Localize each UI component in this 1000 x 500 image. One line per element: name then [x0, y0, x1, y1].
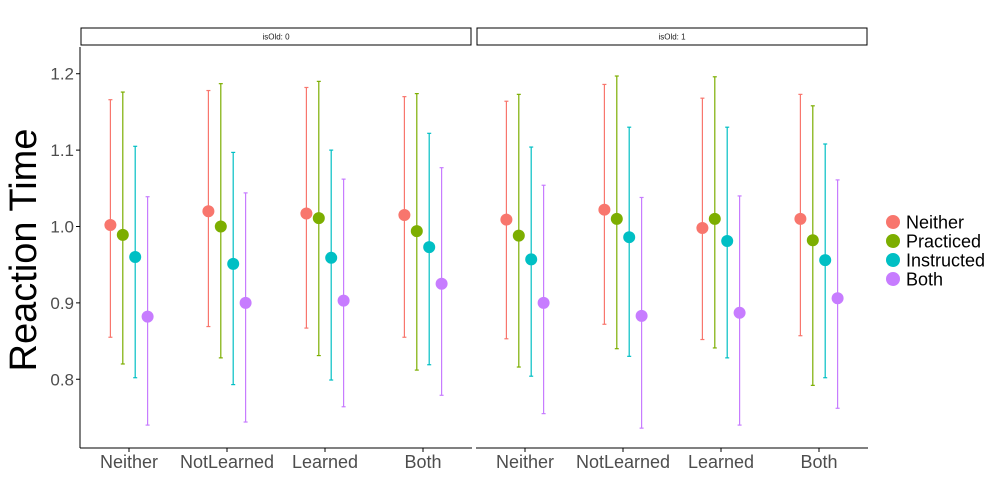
data-point	[721, 235, 734, 248]
y-axis: 0.8 0.9 1.0 1.1 1.2	[50, 47, 81, 448]
facet-strip-label: isOld: 0	[262, 33, 290, 42]
data-point	[116, 228, 129, 241]
data-point	[598, 203, 611, 216]
data-point	[337, 294, 350, 307]
error-bar	[700, 97, 705, 341]
x-tick-label: Neither	[496, 452, 554, 472]
data-point	[525, 253, 538, 266]
error-bar	[712, 76, 717, 349]
error-bar	[329, 149, 334, 381]
y-tick-label: 1.1	[50, 141, 74, 160]
data-point	[435, 277, 448, 290]
data-point	[398, 209, 411, 222]
legend-label: Practiced	[906, 232, 981, 252]
y-axis-title: Reaction Time	[3, 129, 45, 372]
x-tick-label: NotLearned	[180, 452, 274, 472]
data-point	[794, 212, 807, 225]
y-tick-label: 0.8	[50, 370, 74, 389]
legend-item: Practiced	[886, 232, 981, 252]
data-point	[500, 213, 513, 226]
data-point	[202, 205, 215, 218]
data-point	[733, 306, 746, 319]
facet-strip-label: isOld: 1	[658, 33, 686, 42]
legend-item: Both	[886, 270, 943, 290]
y-tick-label: 1.2	[50, 65, 74, 84]
data-point	[623, 231, 636, 244]
x-tick-label: Learned	[292, 452, 358, 472]
data-point	[831, 292, 844, 305]
facet-panel: isOld: 0 Neither NotLearned Learned Both	[80, 27, 472, 472]
legend-label: Neither	[906, 213, 964, 233]
error-bar	[120, 91, 125, 365]
legend-swatch	[886, 253, 900, 267]
error-bar	[108, 99, 113, 338]
data-point	[325, 251, 338, 264]
error-bar	[341, 178, 346, 408]
data-point	[312, 212, 325, 225]
data-point	[512, 229, 525, 242]
legend-swatch	[886, 272, 900, 286]
data-point	[819, 254, 832, 267]
data-point	[227, 257, 240, 270]
legend-label: Instructed	[906, 251, 985, 271]
data-point	[300, 207, 313, 220]
data-point	[214, 220, 227, 233]
error-bar	[614, 75, 619, 350]
x-tick-label: Neither	[100, 452, 158, 472]
data-point	[635, 309, 648, 322]
legend-item: Neither	[886, 213, 964, 233]
x-tick-label: Both	[404, 452, 441, 472]
facet-panel: isOld: 1 Neither NotLearned Learned Both	[476, 27, 868, 472]
data-point	[104, 218, 117, 231]
data-point	[610, 212, 623, 225]
data-point	[423, 241, 436, 254]
legend-label: Both	[906, 270, 943, 290]
legend-swatch	[886, 215, 900, 229]
y-tick-label: 0.9	[50, 294, 74, 313]
data-point	[708, 212, 721, 225]
data-point	[239, 296, 252, 309]
data-point	[141, 310, 154, 323]
data-point	[537, 296, 550, 309]
data-point	[129, 251, 142, 264]
facet-strip	[476, 27, 868, 46]
x-tick-label: Learned	[688, 452, 754, 472]
facet-strip	[80, 27, 472, 46]
y-tick-label: 1.0	[50, 217, 74, 236]
legend-swatch	[886, 234, 900, 248]
legend-item: Instructed	[886, 251, 985, 271]
data-point	[410, 225, 423, 238]
data-point	[806, 234, 819, 247]
x-tick-label: Both	[800, 452, 837, 472]
x-tick-label: NotLearned	[576, 452, 670, 472]
data-point	[696, 222, 709, 235]
